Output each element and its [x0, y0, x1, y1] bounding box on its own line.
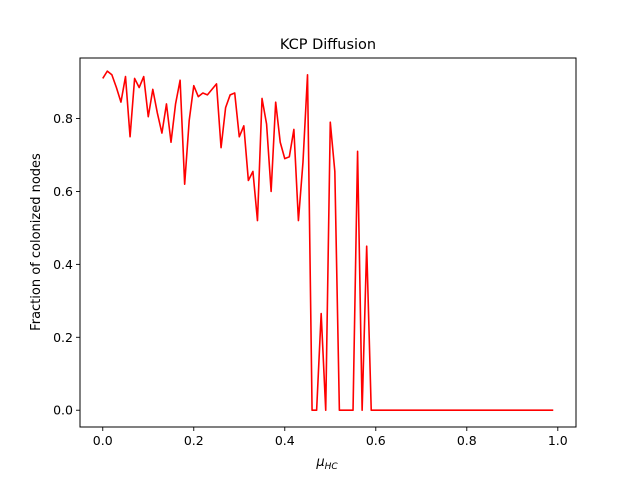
- x-axis-label-main: μ: [315, 455, 324, 470]
- x-tick-label: 0.6: [366, 433, 386, 448]
- y-tick-label: 0.6: [53, 184, 73, 199]
- y-tick-label: 0.8: [53, 111, 73, 126]
- series-layer: [102, 70, 554, 412]
- x-tick-label: 0.2: [184, 433, 204, 448]
- plot-frame: [79, 57, 577, 428]
- y-tick-label: 0.4: [53, 257, 73, 272]
- y-axis-label: Fraction of colonized nodes: [29, 153, 44, 331]
- x-axis-label-subscript: HC: [325, 462, 339, 472]
- x-axis-ticks: 0.0 0.2 0.4 0.6 0.8 1.0: [93, 427, 568, 448]
- x-tick-label: 0.8: [457, 433, 477, 448]
- x-tick-label: 1.0: [548, 433, 568, 448]
- x-tick-label: 0.0: [93, 433, 113, 448]
- y-tick-label: 0.0: [53, 403, 73, 418]
- y-axis-ticks: 0.0 0.2 0.4 0.6 0.8: [53, 111, 80, 418]
- x-axis-label: μHC: [315, 455, 338, 472]
- chart-title: KCP Diffusion: [280, 37, 376, 53]
- series-line-0: [102, 70, 554, 412]
- x-tick-label: 0.4: [275, 433, 295, 448]
- y-tick-label: 0.2: [53, 330, 73, 345]
